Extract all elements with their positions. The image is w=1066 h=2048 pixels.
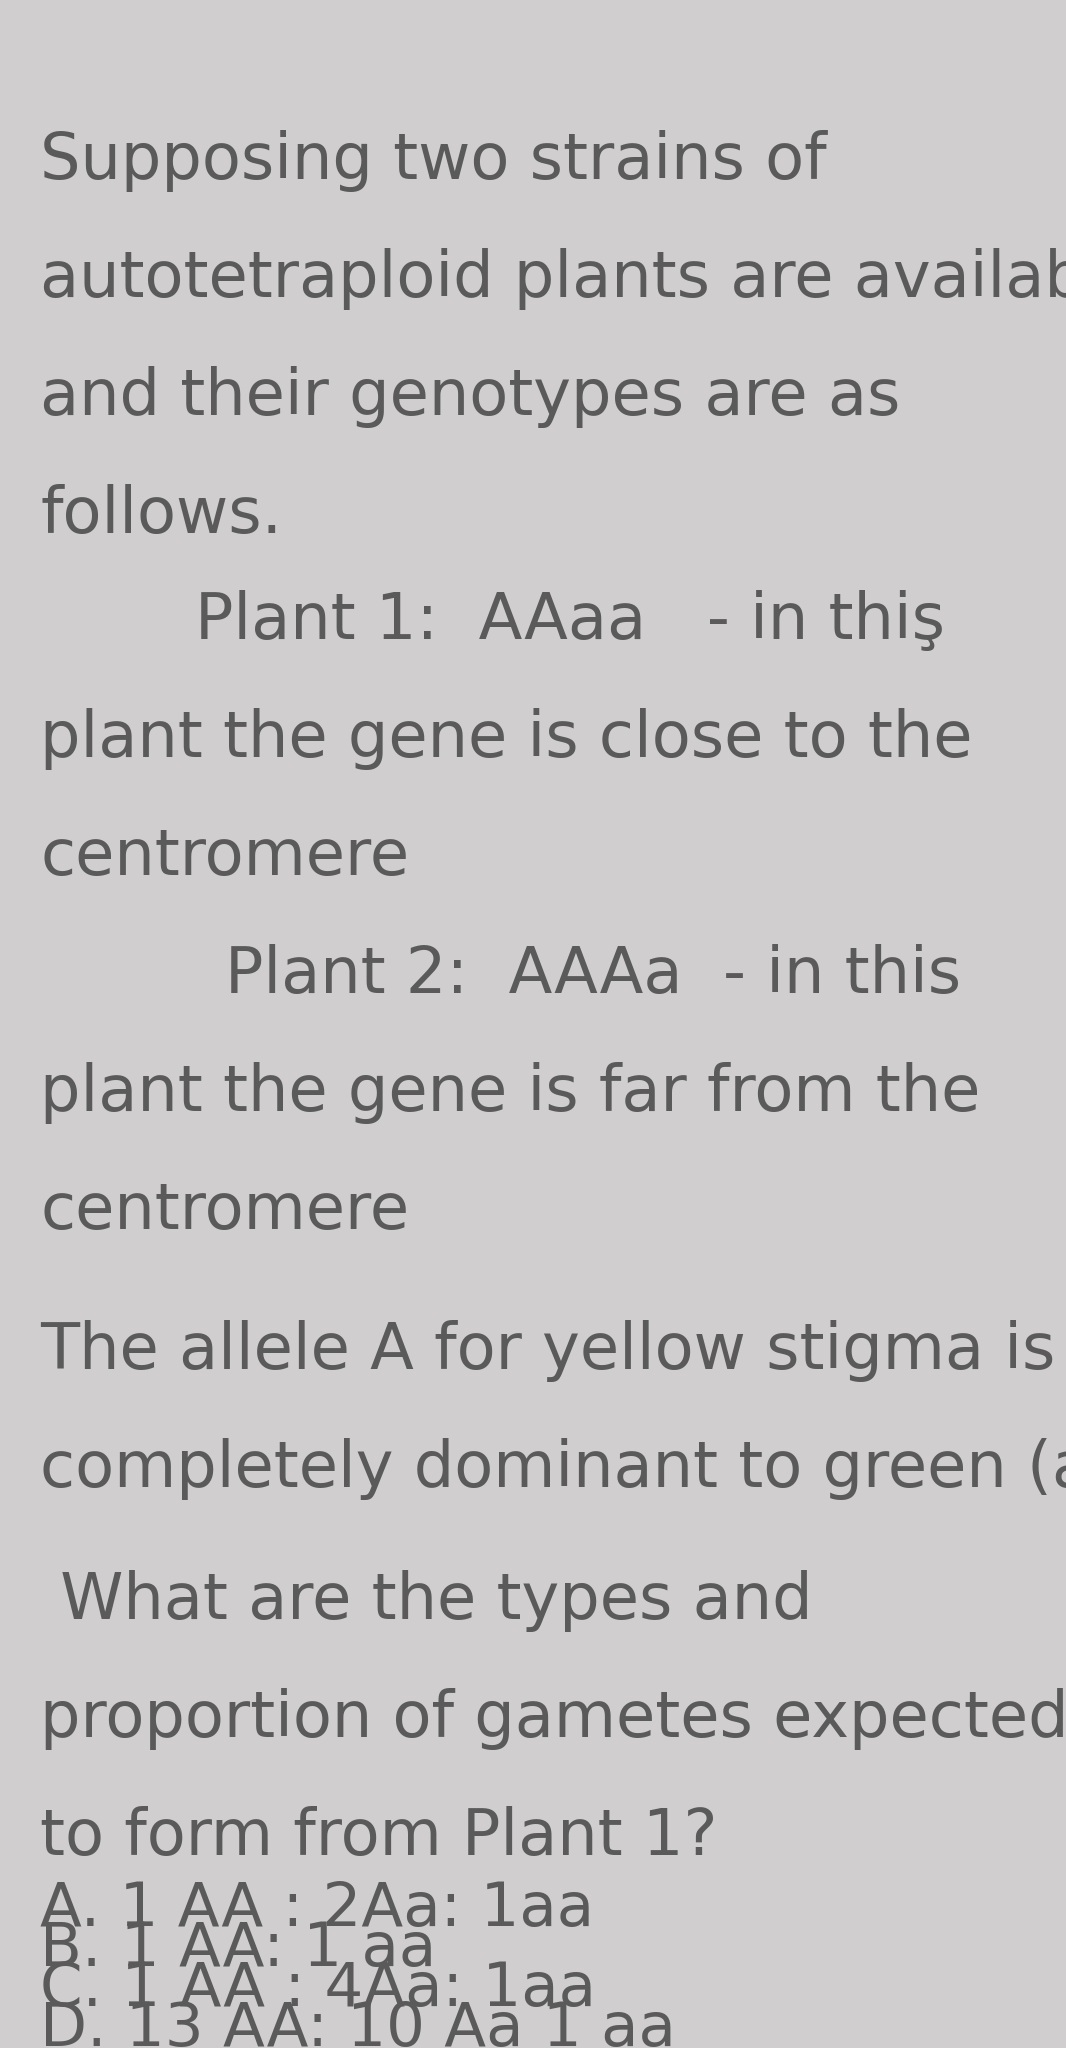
Text: Supposing two strains of: Supposing two strains of <box>41 129 826 193</box>
Text: and their genotypes are as: and their genotypes are as <box>41 367 901 428</box>
Text: plant the gene is close to the: plant the gene is close to the <box>41 709 972 770</box>
Text: follows.: follows. <box>41 483 282 547</box>
Text: proportion of gametes expected: proportion of gametes expected <box>41 1688 1066 1749</box>
Text: to form from Plant 1?: to form from Plant 1? <box>41 1806 717 1868</box>
Text: B. 1 AA: 1 aa: B. 1 AA: 1 aa <box>41 1921 436 1978</box>
Text: A. 1 AA : 2Aa: 1aa: A. 1 AA : 2Aa: 1aa <box>41 1880 594 1939</box>
Text: Plant 2:  AAAa  - in this: Plant 2: AAAa - in this <box>225 944 962 1006</box>
Text: Plant 1:  AAaa   - in thiş: Plant 1: AAaa - in thiş <box>195 590 944 651</box>
Text: What are the types and: What are the types and <box>41 1571 812 1632</box>
Text: completely dominant to green (aa): completely dominant to green (aa) <box>41 1438 1066 1499</box>
Text: centromere: centromere <box>41 825 409 889</box>
Text: plant the gene is far from the: plant the gene is far from the <box>41 1063 981 1124</box>
Text: C. 1 AA : 4Aa: 1aa: C. 1 AA : 4Aa: 1aa <box>41 1960 596 2019</box>
Text: autotetraploid plants are available: autotetraploid plants are available <box>41 248 1066 309</box>
Text: The allele A for yellow stigma is: The allele A for yellow stigma is <box>41 1321 1055 1382</box>
Text: centromere: centromere <box>41 1180 409 1241</box>
Text: D. 13 AA: 10 Aa 1 aa: D. 13 AA: 10 Aa 1 aa <box>41 2001 676 2048</box>
